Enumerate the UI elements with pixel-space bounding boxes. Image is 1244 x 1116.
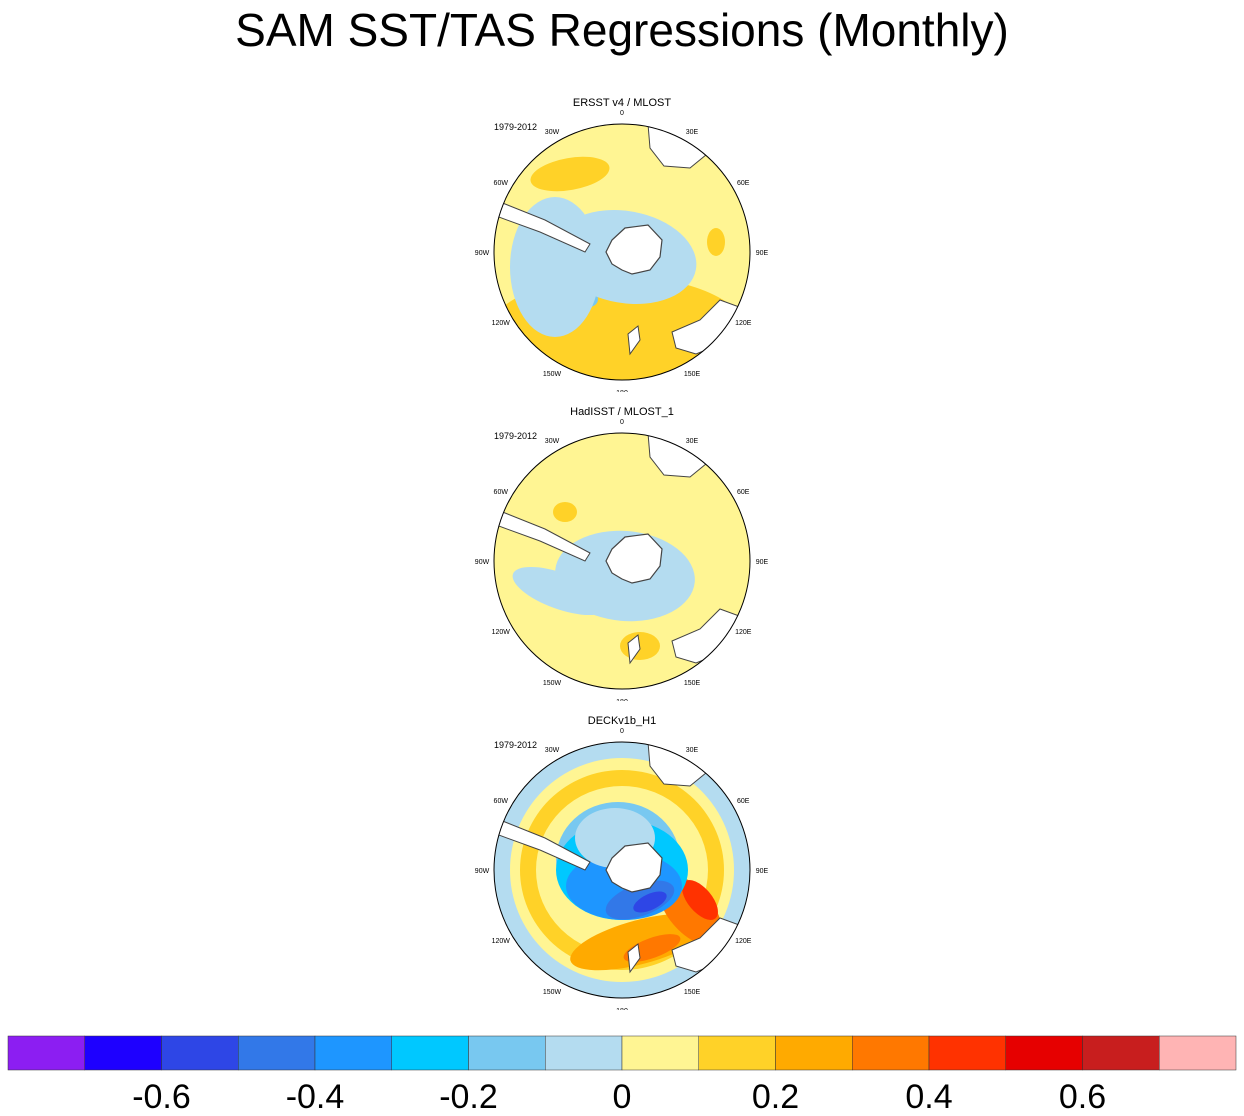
colorbar: -0.6 -0.4 -0.2 0 0.2 0.4 0.6 [7, 1035, 1237, 1116]
panel-title: HadISST / MLOST_1 [570, 406, 674, 418]
map-boundary [493, 432, 751, 690]
colorbar-tick-label: -0.6 [132, 1078, 191, 1116]
longitude-label: 60W [494, 489, 509, 496]
contour-patch [530, 156, 610, 192]
colorbar-tick-label: -0.4 [286, 1078, 345, 1116]
colorbar-tick-label: 0 [613, 1078, 632, 1116]
contour-patch [707, 228, 725, 256]
longitude-label: 0 [620, 419, 624, 426]
longitude-label: 60E [737, 798, 750, 805]
colorbar-swatch [1159, 1035, 1237, 1071]
longitude-label: 90W [475, 868, 490, 875]
colorbar-swatch [698, 1035, 776, 1071]
longitude-label: 150W [543, 680, 562, 687]
colorbar-swatch [775, 1035, 853, 1071]
longitude-label: 180 [616, 699, 628, 701]
colorbar-tick-label: 0.4 [905, 1078, 952, 1116]
longitude-label: 30W [545, 747, 560, 754]
longitude-label: 30E [686, 438, 699, 445]
longitude-label: 30W [545, 438, 560, 445]
colorbar-swatch [852, 1035, 930, 1071]
panel-period: 1979-2012 [494, 122, 537, 132]
contour-patch [553, 502, 577, 522]
colorbar-swatch [468, 1035, 546, 1071]
panel-title: DECKv1b_H1 [588, 715, 656, 727]
antarctica-landmass [605, 224, 663, 275]
colorbar-swatch [1005, 1035, 1083, 1071]
antarctica-landmass [605, 533, 663, 584]
longitude-label: 120W [492, 320, 511, 327]
colorbar-swatch [161, 1035, 239, 1071]
longitude-label: 60E [737, 180, 750, 187]
panel-period: 1979-2012 [494, 431, 537, 441]
longitude-label: 60E [737, 489, 750, 496]
new-zealand-landmass [627, 634, 641, 665]
polar-map: ERSST v4 / MLOST 1979-2012 0 30E 60E 90E 120E 1… [475, 97, 769, 392]
colorbar-swatch [545, 1035, 623, 1071]
longitude-label: 120W [492, 938, 511, 945]
new-zealand-landmass [627, 943, 641, 974]
longitude-label: 180 [616, 390, 628, 392]
new-zealand-landmass [627, 325, 641, 356]
colorbar-swatch [314, 1035, 392, 1071]
longitude-label: 30E [686, 747, 699, 754]
map-panel-deckv1b: DECKv1b_H1 1979-2012 0 30E 60E 90E 120E 150E 180… [0, 710, 1244, 1010]
map-boundary [493, 123, 751, 381]
map-panel-ersst: ERSST v4 / MLOST 1979-2012 0 30E 60E 90E 120E 1… [0, 92, 1244, 392]
longitude-label: 60W [494, 798, 509, 805]
panel-period: 1979-2012 [494, 740, 537, 750]
longitude-label: 120E [735, 938, 752, 945]
longitude-label: 90W [475, 559, 490, 566]
longitude-label: 90E [756, 559, 769, 566]
antarctica-landmass [605, 842, 663, 893]
contour-patch [510, 197, 600, 337]
longitude-label: 90E [756, 868, 769, 875]
map-boundary [493, 741, 751, 999]
longitude-label: 30W [545, 129, 560, 136]
longitude-label: 150W [543, 371, 562, 378]
longitude-label: 120E [735, 320, 752, 327]
colorbar-tick-label: -0.2 [439, 1078, 498, 1116]
longitude-label: 0 [620, 728, 624, 735]
longitude-label: 180 [616, 1008, 628, 1010]
colorbar-swatch [621, 1035, 699, 1071]
colorbar-swatch [84, 1035, 162, 1071]
figure-title: SAM SST/TAS Regressions (Monthly) [235, 4, 1009, 56]
contour-patch [633, 891, 667, 913]
colorbar-swatch [7, 1035, 85, 1071]
longitude-label: 90E [756, 250, 769, 257]
colorbar-swatch [1082, 1035, 1160, 1071]
longitude-label: 30E [686, 129, 699, 136]
colorbar-tick-label: 0.2 [752, 1078, 799, 1116]
colorbar-swatch [928, 1035, 1006, 1071]
contour-patch [682, 880, 718, 920]
polar-map: HadISST / MLOST_1 1979-2012 0 30E 60E 90E 120E… [475, 406, 769, 701]
map-panel-hadisst: HadISST / MLOST_1 1979-2012 0 30E 60E 90E 120E… [0, 401, 1244, 701]
colorbar-swatch [391, 1035, 469, 1071]
colorbar-tick-label: 0.6 [1059, 1078, 1106, 1116]
polar-map: DECKv1b_H1 1979-2012 0 30E 60E 90E 120E 150E 180… [475, 715, 769, 1010]
longitude-label: 150E [684, 371, 701, 378]
longitude-label: 60W [494, 180, 509, 187]
longitude-label: 150E [684, 680, 701, 687]
longitude-label: 120E [735, 629, 752, 636]
colorbar-swatch [238, 1035, 316, 1071]
longitude-label: 120W [492, 629, 511, 636]
longitude-label: 150W [543, 989, 562, 996]
panel-title: ERSST v4 / MLOST [573, 97, 671, 109]
contour-patch [570, 913, 710, 971]
longitude-label: 0 [620, 110, 624, 117]
longitude-label: 150E [684, 989, 701, 996]
longitude-label: 90W [475, 250, 490, 257]
